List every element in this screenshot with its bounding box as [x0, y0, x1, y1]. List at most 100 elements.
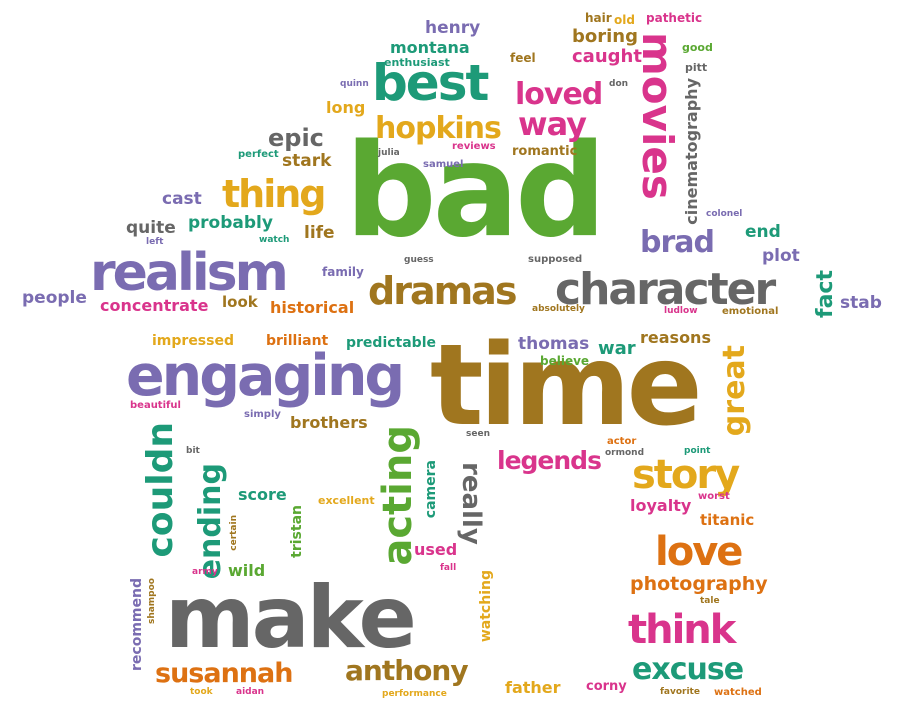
word-feel: feel: [510, 51, 536, 65]
word-score: score: [238, 485, 287, 504]
word-performance: performance: [382, 689, 447, 699]
word-think: think: [628, 607, 736, 653]
word-brilliant: brilliant: [266, 333, 329, 349]
word-movies: movies: [633, 32, 682, 200]
word-reviews: reviews: [452, 141, 496, 152]
word-cast: cast: [162, 189, 202, 209]
word-titanic: titanic: [700, 511, 755, 529]
word-war: war: [598, 338, 636, 359]
word-watch: watch: [259, 235, 290, 245]
word-boring: boring: [572, 26, 638, 47]
word-stark: stark: [282, 151, 332, 171]
word-probably: probably: [188, 213, 273, 233]
word-people: people: [22, 288, 87, 308]
word-make: make: [165, 568, 417, 668]
word-loved: loved: [515, 77, 603, 112]
word-hair: hair: [585, 11, 612, 25]
word-concentrate: concentrate: [100, 296, 209, 315]
word-life: life: [304, 223, 335, 243]
word-fact: fact: [813, 270, 838, 318]
word-dramas: dramas: [368, 269, 517, 313]
word-beautiful: beautiful: [130, 400, 181, 411]
word-believe: believe: [540, 354, 590, 368]
word-great: great: [717, 345, 752, 437]
word-point: point: [684, 446, 711, 456]
word-reasons: reasons: [640, 328, 711, 347]
word-took: took: [190, 687, 213, 697]
word-recommend: recommend: [129, 578, 145, 671]
word-excuse: excuse: [632, 652, 744, 687]
word-family: family: [322, 265, 364, 279]
word-used: used: [414, 540, 458, 559]
word-montana: montana: [390, 38, 470, 57]
word-really: really: [456, 462, 486, 545]
word-legends: legends: [497, 446, 602, 475]
word-left: left: [146, 237, 164, 247]
word-shampoo: shampoo: [147, 578, 157, 625]
word-way: way: [518, 105, 587, 143]
word-photography: photography: [630, 573, 768, 595]
word-long: long: [326, 98, 366, 117]
word-best: best: [372, 54, 489, 112]
word-character: character: [555, 264, 776, 315]
word-brothers: brothers: [290, 413, 368, 432]
word-watched: watched: [714, 687, 762, 698]
word-susannah: susannah: [155, 658, 293, 689]
word-ludlow: ludlow: [664, 306, 698, 316]
word-quinn: quinn: [340, 79, 369, 89]
word-old: old: [614, 13, 635, 27]
word-don: don: [609, 79, 629, 89]
word-julia: julia: [378, 148, 400, 158]
word-tale: tale: [700, 596, 720, 606]
word-samuel: samuel: [423, 159, 464, 170]
word-love: love: [655, 529, 743, 575]
word-enthusiast: enthusiast: [384, 56, 450, 69]
word-father: father: [505, 678, 561, 697]
word-worst: worst: [698, 491, 730, 502]
word-thing: thing: [222, 172, 326, 216]
word-realism: realism: [90, 243, 289, 303]
word-watching: watching: [478, 570, 494, 643]
word-thomas: thomas: [518, 334, 590, 354]
word-bad: bad: [345, 117, 607, 266]
word-historical: historical: [270, 298, 355, 317]
word-story: story: [632, 452, 740, 498]
word-good: good: [682, 41, 713, 54]
word-bit: bit: [186, 446, 200, 456]
word-loyalty: loyalty: [630, 496, 692, 515]
word-end: end: [745, 222, 781, 242]
word-fall: fall: [440, 563, 457, 573]
word-cinematography: cinematography: [682, 78, 701, 225]
word-simply: simply: [244, 409, 281, 420]
word-aidan: aidan: [236, 687, 265, 697]
word-perfect: perfect: [238, 149, 279, 160]
word-brad: brad: [640, 225, 715, 260]
word-favorite: favorite: [660, 687, 700, 697]
word-camera: camera: [423, 460, 439, 519]
word-predictable: predictable: [346, 335, 436, 351]
word-time: time: [430, 321, 703, 451]
word-army: army: [192, 567, 218, 577]
word-tristan: tristan: [289, 505, 305, 558]
word-henry: henry: [425, 18, 481, 38]
word-emotional: emotional: [722, 306, 779, 317]
word-ending: ending: [193, 463, 228, 580]
word-epic: epic: [268, 124, 324, 152]
word-colonel: colonel: [706, 209, 743, 219]
word-engaging: engaging: [126, 343, 405, 409]
word-pitt: pitt: [685, 61, 708, 74]
word-look: look: [222, 293, 258, 311]
word-absolutely: absolutely: [532, 304, 585, 314]
word-stab: stab: [840, 293, 882, 313]
word-certain: certain: [229, 515, 239, 551]
word-impressed: impressed: [152, 333, 234, 349]
word-wild: wild: [228, 561, 266, 580]
word-plot: plot: [762, 246, 800, 266]
word-caught: caught: [572, 46, 642, 67]
word-supposed: supposed: [528, 254, 583, 265]
word-pathetic: pathetic: [646, 11, 703, 25]
word-seen: seen: [466, 429, 490, 439]
word-couldn: couldn: [140, 422, 181, 558]
word-ormond: ormond: [605, 448, 645, 458]
